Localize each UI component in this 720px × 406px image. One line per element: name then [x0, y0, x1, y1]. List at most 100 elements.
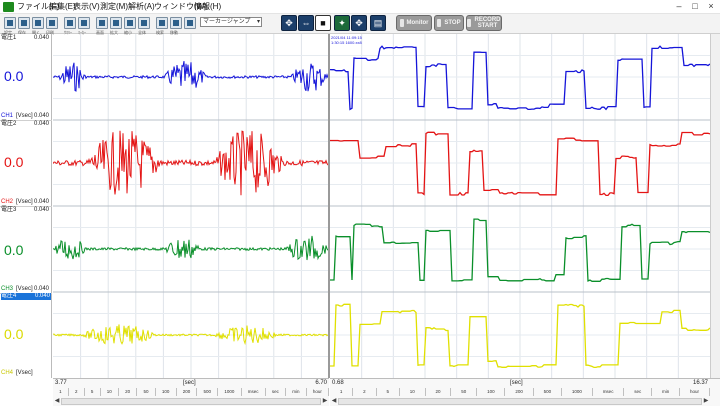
marker-jump-select[interactable]: マーカージャンプ ▾ [200, 17, 262, 27]
horizontal-scrollbar[interactable] [338, 398, 702, 405]
time-scale-option[interactable]: 500 [534, 388, 563, 396]
stop-square-button[interactable]: ■ [315, 15, 331, 31]
time-scale-option[interactable]: 2 [353, 388, 377, 396]
horizontal-scrollbar[interactable] [61, 398, 321, 405]
menu-window[interactable]: ウィンドウ(W) [154, 2, 207, 11]
channel-name-selected[interactable]: 電圧4 0.040 [1, 293, 51, 300]
time-scale-option[interactable]: msec [593, 388, 625, 396]
time-scale-option[interactable]: 100 [477, 388, 506, 396]
channel-unit: [Vsec] [16, 113, 33, 119]
right-header-line2: 1:30:15 1600.xx8 [331, 40, 362, 45]
scroll-right-icon[interactable]: ▶ [322, 398, 328, 404]
channel-divider [0, 206, 52, 207]
jump-tool-button[interactable] [184, 17, 196, 29]
marker-tool-button[interactable] [78, 17, 90, 29]
time-scale-option[interactable]: min [652, 388, 681, 396]
scroll-left-icon[interactable]: ◀ [331, 398, 337, 404]
close-button[interactable]: × [708, 1, 714, 11]
time-scale-option[interactable]: min [286, 388, 307, 396]
time-scale-option[interactable]: 50 [451, 388, 478, 396]
trend-trace-1 [330, 45, 710, 111]
channel-tag: CH1 [1, 113, 14, 119]
scroll-right-icon[interactable]: ▶ [703, 398, 709, 404]
scroll-left-icon[interactable]: ◀ [54, 398, 60, 404]
time-scale-selector[interactable]: 1 2 5 10 20 50 100 200 500 1000 msec sec min hour [53, 388, 330, 396]
menu-analysis[interactable]: 解析(A) [128, 2, 155, 11]
channel-name: 電圧2 [1, 121, 17, 127]
record-indicator-icon [467, 19, 472, 27]
trend-graph-right[interactable] [330, 34, 710, 378]
minimize-button[interactable]: – [676, 1, 682, 11]
print-tool-button[interactable] [46, 17, 58, 29]
time-scale-option[interactable]: 10 [101, 388, 119, 396]
time-scale-option[interactable]: 1000 [218, 388, 242, 396]
scroll-button[interactable]: ⇔ [298, 15, 314, 31]
time-scale-option[interactable]: 20 [119, 388, 138, 396]
time-scale-option[interactable]: 200 [177, 388, 198, 396]
trend-trace-2 [330, 131, 710, 197]
channel-name: 電圧1 [1, 35, 17, 41]
trend-trace-3 [330, 218, 710, 282]
settings-tool-button[interactable] [4, 17, 16, 29]
play-button[interactable]: ✦ [334, 15, 350, 31]
time-scale-option[interactable]: 5 [85, 388, 101, 396]
time-scale-option[interactable]: 1 [53, 388, 69, 396]
maximize-button[interactable]: □ [692, 1, 698, 11]
open-tool-button[interactable] [32, 17, 44, 29]
search-tool-button[interactable] [156, 17, 168, 29]
stop-button[interactable]: STOP [434, 15, 464, 31]
menu-file[interactable]: ファイル(F) [17, 2, 60, 11]
vertical-scrollbar[interactable] [710, 34, 720, 378]
time-scale-option[interactable]: hour [307, 388, 330, 396]
zoom-out-tool-button[interactable] [124, 17, 136, 29]
screen-tool-button[interactable] [96, 17, 108, 29]
menu-measure[interactable]: 測定(M) [100, 2, 128, 11]
record-start-button[interactable]: RECORD START [466, 15, 502, 31]
channel-scale: 0.040 [34, 121, 50, 127]
toolbar-label: 設定 [4, 30, 12, 35]
channel-panel: 電圧1 0.040 0.0 CH1 [Vsec] 0.040 電圧2 0.040… [0, 34, 52, 378]
channel-tag: CH2 [1, 199, 14, 205]
move-button[interactable]: ✥ [351, 15, 367, 31]
time-scale-option[interactable]: sec [624, 388, 653, 396]
toolbar-label: 検索 [156, 30, 164, 35]
channel-value: 0.0 [4, 68, 24, 84]
move-tool-button[interactable] [170, 17, 182, 29]
time-scale-option[interactable]: 500 [197, 388, 219, 396]
menu-view[interactable]: 表示(V) [73, 2, 100, 11]
time-scale-option[interactable]: 5 [377, 388, 400, 396]
summary-tool-button[interactable] [64, 17, 76, 29]
time-scale-option[interactable]: hour [680, 388, 710, 396]
time-scale-option[interactable]: 20 [426, 388, 452, 396]
time-scale-option[interactable]: 1000 [562, 388, 593, 396]
export-button[interactable]: ▤ [370, 15, 386, 31]
channel-tag: CH3 [1, 286, 14, 292]
menu-edit[interactable]: 編集(E) [49, 2, 76, 11]
time-scale-option[interactable]: msec [242, 388, 266, 396]
save-tool-button[interactable] [18, 17, 30, 29]
channel-scale: 0.040 [34, 207, 50, 213]
channel-name: 電圧3 [1, 207, 17, 213]
time-scale-option[interactable]: sec [266, 388, 287, 396]
axis-end-value: 6.70 [315, 380, 327, 386]
pane-splitter[interactable] [328, 34, 330, 378]
monitor-button[interactable]: Monitor [396, 15, 432, 31]
time-scale-option[interactable]: 50 [137, 388, 156, 396]
channel-value: 0.0 [4, 242, 24, 258]
stop-indicator-icon [437, 19, 442, 27]
time-scale-option[interactable]: 10 [400, 388, 426, 396]
menu-info[interactable]: 情報(H) [194, 2, 222, 11]
time-scale-option[interactable]: 2 [69, 388, 85, 396]
channel-scale: 0.040 [34, 35, 50, 41]
zoom-in-tool-button[interactable] [110, 17, 122, 29]
time-scale-selector[interactable]: 1 2 5 10 20 50 100 200 500 1000 msec sec min hour [330, 388, 710, 396]
time-scale-option[interactable]: 200 [505, 388, 534, 396]
time-scale-option[interactable]: 100 [156, 388, 177, 396]
toolbar-label: 画面 [96, 30, 104, 35]
fit-all-tool-button[interactable] [138, 17, 150, 29]
zoom-fit-button[interactable]: ✥ [281, 15, 297, 31]
channel-tag: CH4 [1, 370, 14, 376]
waveform-graph-left[interactable] [53, 34, 329, 378]
time-scale-option[interactable]: 1 [330, 388, 354, 396]
